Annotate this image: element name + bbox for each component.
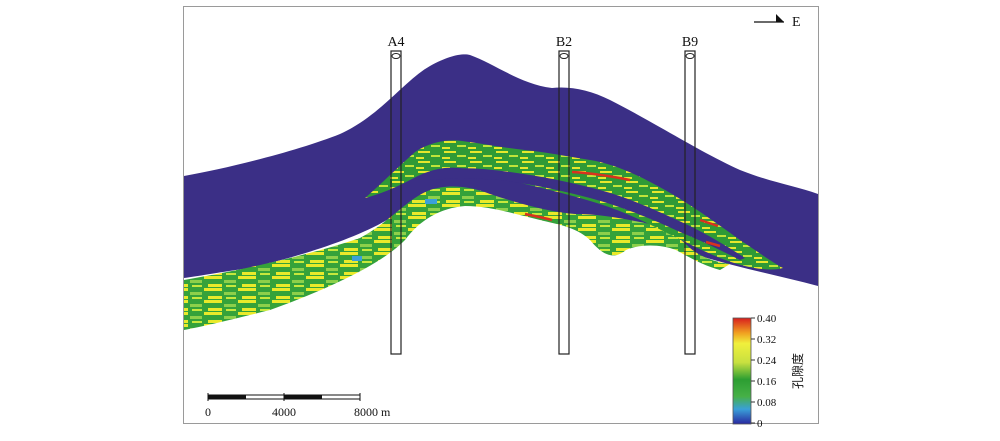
colorbar-title: 孔隙度	[790, 353, 805, 389]
colorbar-tick: 0.16	[757, 376, 777, 388]
well-B9[interactable]: B9	[682, 35, 698, 355]
scale-tick-label: 4000	[272, 405, 296, 419]
colorbar-tick: 0.08	[757, 397, 777, 409]
well-B2[interactable]: B2	[556, 35, 572, 355]
colorbar-tick: 0	[757, 418, 763, 430]
scale-bar: 0 4000 8000 m	[205, 393, 391, 419]
scale-tick-label: 0	[205, 405, 211, 419]
high-porosity-streak	[699, 218, 719, 228]
direction-label: E	[792, 15, 801, 30]
lower-reservoir-layer	[184, 186, 730, 330]
scale-tick-label: 8000 m	[354, 405, 391, 419]
well-label: B2	[556, 35, 572, 50]
well-label: B9	[682, 35, 698, 50]
colorbar-tick: 0.32	[757, 334, 776, 346]
upper-reservoir-layer	[365, 140, 783, 270]
direction-arrow-icon: E	[754, 14, 801, 30]
high-porosity-streak	[705, 240, 721, 248]
figure-frame	[183, 6, 819, 424]
high-porosity-streak	[524, 212, 553, 222]
well-A4[interactable]: A4	[387, 35, 405, 355]
high-porosity-streak	[571, 170, 631, 182]
thin-shale-band	[430, 168, 745, 260]
colorbar-tick: 0.40	[757, 313, 777, 325]
colorbar-tick: 0.24	[757, 355, 777, 367]
low-porosity-patch	[352, 256, 362, 261]
porosity-colorbar: 0.40 0.32 0.24 0.16 0.08 0 孔隙度	[732, 313, 805, 430]
well-label: A4	[387, 35, 404, 50]
low-porosity-patch	[425, 199, 437, 204]
